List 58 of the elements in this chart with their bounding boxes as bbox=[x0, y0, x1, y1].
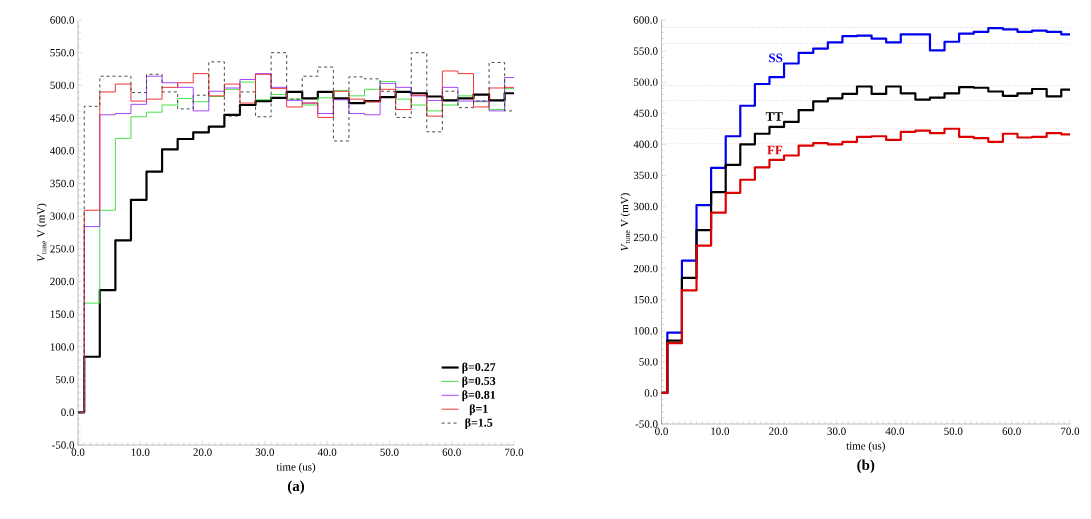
x-axis-title: time (us) bbox=[846, 441, 885, 452]
y-tick-label: 150.0 bbox=[50, 310, 75, 318]
y-tick-label: 200.0 bbox=[50, 277, 75, 286]
legend-label: β=0.27 bbox=[462, 362, 496, 374]
x-tick-label: 20.0 bbox=[193, 448, 212, 456]
x-tick-label: 10.0 bbox=[711, 427, 730, 435]
y-tick-label: 350.0 bbox=[633, 171, 658, 180]
y-tick-label: 550.0 bbox=[50, 48, 75, 57]
y-tick-label: 250.0 bbox=[633, 233, 658, 242]
series-label: FF bbox=[767, 145, 783, 155]
x-tick-label: 40.0 bbox=[885, 427, 905, 435]
x-tick-label: 50.0 bbox=[380, 448, 399, 456]
y-tick-label: 100.0 bbox=[634, 327, 658, 335]
y-tick-label: 400.0 bbox=[50, 147, 75, 155]
y-tick-label: 50.0 bbox=[55, 375, 75, 384]
x-axis-title: time (us) bbox=[276, 462, 316, 473]
text: (b) bbox=[857, 459, 875, 474]
y-tick-label: 0.0 bbox=[61, 408, 75, 417]
y-tick-label: 100.0 bbox=[50, 343, 75, 351]
x-tick-label: 30.0 bbox=[255, 448, 275, 456]
legend-label: β=1 bbox=[469, 404, 488, 416]
y-tick-label: -50.0 bbox=[52, 441, 75, 449]
y-tick-label: 200.0 bbox=[633, 264, 658, 273]
legend-label: β=0.81 bbox=[462, 390, 496, 402]
legend-label: β=0.53 bbox=[462, 376, 496, 388]
y-tick-label: 250.0 bbox=[50, 245, 75, 253]
y-tick-label: 550.0 bbox=[633, 47, 658, 55]
series-label: TT bbox=[765, 112, 783, 121]
y-tick-label: 0.0 bbox=[644, 389, 658, 397]
series-label: SS bbox=[769, 53, 783, 63]
x-tick-label: 0.0 bbox=[655, 427, 668, 435]
y-axis-title: V$_{tune}$ V (mV) bbox=[620, 193, 631, 251]
y-tick-label: 450.0 bbox=[50, 114, 75, 122]
x-tick-label: 60.0 bbox=[1002, 427, 1021, 435]
y-tick-label: 500.0 bbox=[633, 78, 658, 86]
y-tick-label: 350.0 bbox=[50, 179, 75, 188]
y-tick-label: 450.0 bbox=[633, 109, 658, 117]
y-tick-label: 150.0 bbox=[634, 295, 658, 304]
x-tick-label: 50.0 bbox=[944, 427, 963, 435]
x-tick-label: 0.0 bbox=[71, 448, 85, 456]
y-tick-label: -50.0 bbox=[635, 420, 658, 428]
y-tick-label: 600.0 bbox=[50, 16, 75, 24]
x-tick-label: 30.0 bbox=[827, 427, 846, 435]
y-tick-label: 500.0 bbox=[50, 81, 75, 90]
x-tick-label: 20.0 bbox=[769, 427, 788, 435]
y-tick-label: 300.0 bbox=[633, 202, 658, 211]
x-tick-label: 10.0 bbox=[131, 448, 150, 456]
y-tick-label: 600.0 bbox=[633, 16, 658, 24]
text: (a) bbox=[287, 480, 305, 495]
legend-label: β=1.5 bbox=[465, 418, 493, 430]
x-tick-label: 40.0 bbox=[317, 448, 337, 456]
x-tick-label: 70.0 bbox=[505, 448, 524, 456]
y-axis-title: V$_{tune}$ V (mV) bbox=[37, 203, 47, 262]
x-tick-label: 70.0 bbox=[1061, 427, 1080, 435]
y-tick-label: 50.0 bbox=[639, 358, 658, 366]
y-tick-label: 400.0 bbox=[633, 140, 658, 149]
y-tick-label: 300.0 bbox=[50, 212, 75, 220]
x-tick-label: 60.0 bbox=[442, 448, 461, 456]
